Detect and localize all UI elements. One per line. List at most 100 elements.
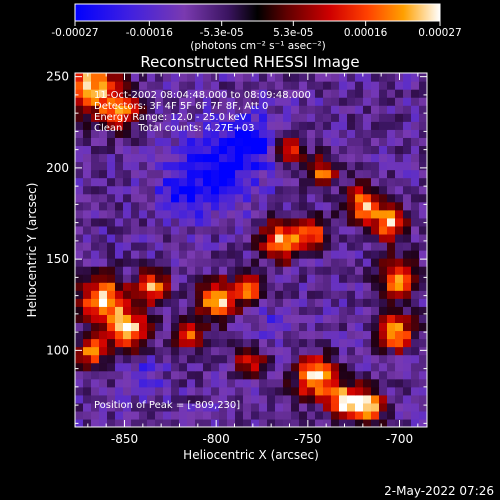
y-tick-label: 200 (46, 161, 69, 175)
heatmap-cell (267, 386, 276, 396)
heatmap-cell (115, 378, 124, 388)
heatmap-cell (331, 193, 340, 203)
heatmap-cell (131, 354, 140, 364)
heatmap-cell (227, 209, 236, 219)
heatmap-cell (371, 410, 380, 420)
heatmap-cell (395, 113, 404, 122)
heatmap-cell (379, 89, 388, 98)
heatmap-cell (251, 290, 260, 299)
heatmap-cell (91, 394, 100, 404)
heatmap-cell (75, 81, 84, 90)
heatmap-cell (267, 113, 276, 122)
heatmap-cell (203, 81, 212, 90)
heatmap-cell (275, 314, 284, 324)
heatmap-cell (83, 89, 92, 98)
heatmap-cell (331, 418, 340, 427)
heatmap-cell (411, 386, 420, 396)
heatmap-cell (323, 250, 332, 259)
heatmap-cell (331, 145, 340, 155)
heatmap-cell (227, 105, 236, 114)
heatmap-cell (163, 354, 172, 364)
heatmap-cell (379, 177, 388, 187)
heatmap-cell (219, 314, 228, 324)
heatmap-cell (323, 153, 332, 163)
heatmap-cell (163, 177, 172, 187)
heatmap-cell (187, 298, 196, 307)
heatmap-cell (291, 362, 300, 372)
heatmap-cell (107, 209, 116, 219)
heatmap-cell (107, 153, 116, 163)
heatmap-cell (299, 322, 308, 332)
heatmap-cell (283, 209, 292, 219)
heatmap-cell (323, 274, 332, 283)
heatmap-cell (163, 330, 172, 340)
heatmap-cell (387, 418, 396, 427)
heatmap-cell (179, 250, 188, 259)
heatmap-cell (347, 209, 356, 219)
heatmap-cell (299, 177, 308, 187)
heatmap-cell (323, 314, 332, 324)
heatmap-cell (291, 145, 300, 155)
heatmap-cell (171, 201, 180, 211)
heatmap-cell (355, 290, 364, 299)
heatmap-cell (187, 314, 196, 324)
heatmap-cell (307, 322, 316, 332)
heatmap-cell (315, 338, 324, 348)
heatmap-cell (243, 362, 252, 372)
heatmap-cell (403, 233, 412, 243)
heatmap-cell (99, 282, 108, 291)
heatmap-cell (339, 193, 348, 203)
heatmap-cell (347, 169, 356, 179)
heatmap-cell (395, 105, 404, 114)
heatmap-cell (411, 105, 420, 114)
heatmap-cell (419, 330, 427, 340)
heatmap-cell (115, 354, 124, 364)
heatmap-cell (307, 241, 316, 251)
heatmap-cell (243, 209, 252, 219)
heatmap-cell (83, 129, 92, 138)
heatmap-cell (195, 153, 204, 163)
heatmap-cell (323, 89, 332, 98)
heatmap-cell (163, 274, 172, 283)
heatmap-cell (211, 233, 220, 243)
heatmap-cell (419, 250, 427, 259)
heatmap-cell (227, 177, 236, 187)
heatmap-cell (323, 185, 332, 195)
heatmap-cell (163, 298, 172, 307)
heatmap-cell (91, 241, 100, 251)
heatmap-cell (259, 193, 268, 203)
heatmap-cell (419, 266, 427, 275)
heatmap-cell (195, 73, 204, 82)
heatmap-cell (403, 418, 412, 427)
heatmap-cell (395, 250, 404, 259)
heatmap-cell (299, 81, 308, 90)
heatmap-cell (187, 410, 196, 420)
heatmap-cell (299, 209, 308, 219)
heatmap-cell (123, 73, 132, 82)
heatmap-cell (91, 370, 100, 380)
heatmap-cell (291, 322, 300, 332)
heatmap-cell (331, 306, 340, 315)
heatmap-cell (395, 81, 404, 90)
heatmap-cell (355, 137, 364, 147)
heatmap-cell (411, 338, 420, 348)
heatmap-cell (251, 161, 260, 171)
heatmap-cell (395, 306, 404, 315)
heatmap-cell (99, 290, 108, 299)
heatmap-cell (283, 282, 292, 291)
heatmap-cell (371, 153, 380, 163)
heatmap-cell (227, 241, 236, 251)
heatmap-cell (371, 274, 380, 283)
heatmap-cell (363, 185, 372, 195)
heatmap-cell (75, 354, 84, 364)
heatmap-cell (347, 290, 356, 299)
heatmap-cell (275, 330, 284, 340)
heatmap-cell (331, 121, 340, 130)
heatmap-cell (387, 282, 396, 291)
heatmap-cell (291, 97, 300, 106)
heatmap-cell (211, 225, 220, 235)
heatmap-cell (227, 145, 236, 155)
heatmap-cell (107, 282, 116, 291)
heatmap-cell (259, 129, 268, 138)
heatmap-cell (115, 137, 124, 147)
